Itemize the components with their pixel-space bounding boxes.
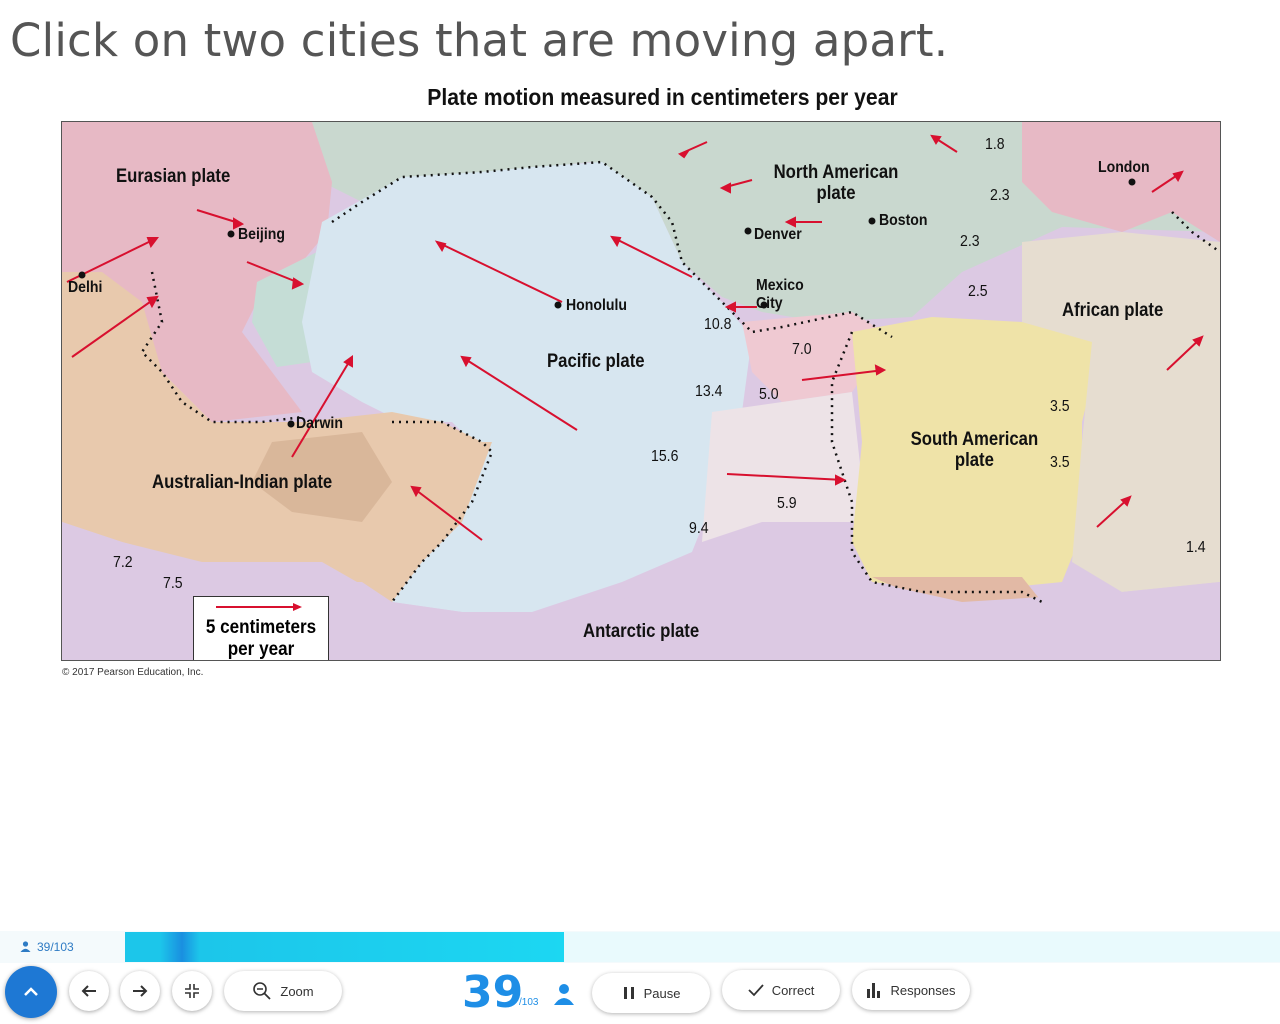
rate-label: 7.0 [792,341,812,358]
presenter-toolbar: Zoom 39 /103 Pause Correct Responses [0,963,1280,1024]
question-prompt: Click on two cities that are moving apar… [10,14,949,67]
current-response-number: 39 [462,967,524,1018]
pacific-plate-label: Pacific plate [547,351,645,372]
collapse-icon [185,984,199,998]
rate-label: 7.5 [163,575,183,592]
city-delhi[interactable]: Delhi [68,279,103,296]
chevron-up-icon [24,987,38,996]
australian-indian-plate-label: Australian-Indian plate [152,472,333,493]
correct-label: Correct [771,982,815,998]
city-denver[interactable]: Denver [754,226,802,243]
eurasian-plate-label: Eurasian plate [116,166,231,187]
map-title: Plate motion measured in centimeters per… [427,84,898,110]
responses-button[interactable]: Responses [852,970,970,1010]
copyright-notice: © 2017 Pearson Education, Inc. [62,667,204,678]
city-boston[interactable]: Boston [879,212,928,229]
previous-button[interactable] [69,971,109,1011]
pause-button[interactable]: Pause [592,973,710,1013]
zoom-out-icon [253,982,272,1000]
rate-label: 3.5 [1050,398,1070,415]
rate-label: 5.9 [777,495,797,512]
participants-icon [554,984,574,1005]
rate-label: 13.4 [695,383,723,400]
next-button[interactable] [120,971,160,1011]
rate-label: 9.4 [689,520,709,537]
city-darwin[interactable]: Darwin [296,415,343,432]
city-mexico-city[interactable]: Mexico City [756,277,804,312]
plate-map[interactable]: Eurasian plate North American plate Paci… [61,121,1221,661]
rate-label: 10.8 [704,316,732,333]
rate-label: 2.3 [960,233,980,250]
rate-label: 7.2 [113,554,133,571]
african-plate-label: African plate [1062,300,1164,321]
response-count: 39/103 [20,940,74,954]
total-participants: /103 [519,997,539,1008]
zoom-button[interactable]: Zoom [224,971,342,1011]
rate-label: 1.4 [1186,539,1206,556]
city-beijing[interactable]: Beijing [238,226,285,243]
pause-icon [623,987,634,999]
bar-chart-icon [867,983,881,998]
checkmark-icon [748,984,764,997]
expand-up-button[interactable] [5,966,57,1018]
response-progress-fill [125,932,564,962]
map-graphic [62,122,1220,660]
city-london[interactable]: London [1098,159,1150,176]
city-honolulu[interactable]: Honolulu [566,297,627,314]
rate-label: 2.5 [968,283,988,300]
exit-fullscreen-button[interactable] [172,971,212,1011]
antarctic-plate-label: Antarctic plate [583,621,700,642]
legend-label: 5 centimeters per year [205,617,317,660]
north-american-plate-label: North American plate [773,162,899,204]
map-legend: 5 centimeters per year [193,596,329,660]
legend-arrow-icon [216,603,302,611]
pause-label: Pause [643,985,681,1001]
south-american-plate-label: South American plate [910,429,1039,471]
rate-label: 3.5 [1050,454,1070,471]
person-icon [20,941,31,952]
responses-label: Responses [890,982,956,998]
rate-label: 15.6 [651,448,679,465]
arrow-left-icon [81,985,96,997]
response-progress-bar [125,932,1280,962]
zoom-label: Zoom [280,983,314,999]
rate-label: 5.0 [759,386,779,403]
correct-button[interactable]: Correct [722,970,840,1010]
response-count-text: 39/103 [37,940,74,954]
rate-label: 1.8 [985,136,1005,153]
rate-label: 2.3 [990,187,1010,204]
arrow-right-icon [133,985,148,997]
